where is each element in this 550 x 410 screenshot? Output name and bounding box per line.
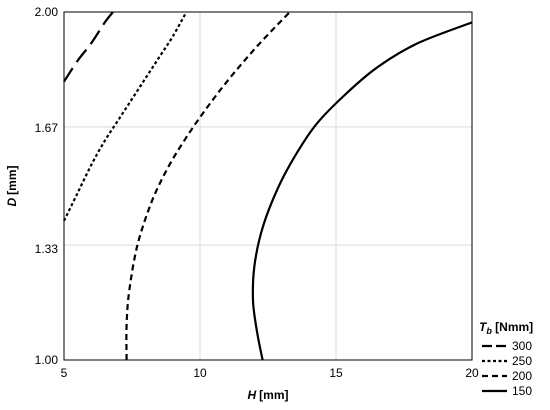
legend-item-300: 300 xyxy=(482,339,532,353)
y-axis-unit: [mm] xyxy=(5,165,19,194)
x-tick-label: 5 xyxy=(61,366,68,380)
legend-label: 200 xyxy=(512,369,532,383)
y-ticks: 1.00 1.33 1.67 2.00 xyxy=(35,5,59,367)
x-axis-title: H [mm] xyxy=(247,388,288,402)
legend-item-150: 150 xyxy=(482,384,532,398)
x-ticks: 5 10 15 20 xyxy=(61,366,479,380)
y-tick-label: 2.00 xyxy=(35,5,59,19)
legend-label: 300 xyxy=(512,339,532,353)
y-tick-label: 1.33 xyxy=(35,242,59,256)
legend-title-sub: b xyxy=(486,326,492,336)
contour-line-250 xyxy=(63,11,188,222)
x-axis-var: H xyxy=(247,388,256,402)
legend-label: 150 xyxy=(512,384,532,398)
y-axis-title: D [mm] xyxy=(5,165,19,206)
y-axis-var: D xyxy=(5,198,19,207)
contour-line-200 xyxy=(125,11,291,361)
y-tick-label: 1.67 xyxy=(35,121,59,135)
x-axis-unit: [mm] xyxy=(259,388,288,402)
y-tick-label: 1.00 xyxy=(35,353,59,367)
contour-line-300 xyxy=(63,11,114,83)
legend-label: 250 xyxy=(512,354,532,368)
contour-line-150 xyxy=(251,21,473,361)
x-tick-label: 15 xyxy=(329,366,343,380)
legend-title-unit: [Nmm] xyxy=(492,320,533,334)
legend-item-200: 200 xyxy=(482,369,532,383)
contour-lines xyxy=(63,11,473,361)
plot-frame xyxy=(63,11,473,361)
x-tick-label: 10 xyxy=(193,366,207,380)
x-tick-label: 20 xyxy=(465,366,479,380)
legend-item-250: 250 xyxy=(482,354,532,368)
legend-title-var: T xyxy=(479,320,488,334)
legend-title: Tb [Nmm] xyxy=(479,320,533,336)
plot-area xyxy=(63,11,473,361)
